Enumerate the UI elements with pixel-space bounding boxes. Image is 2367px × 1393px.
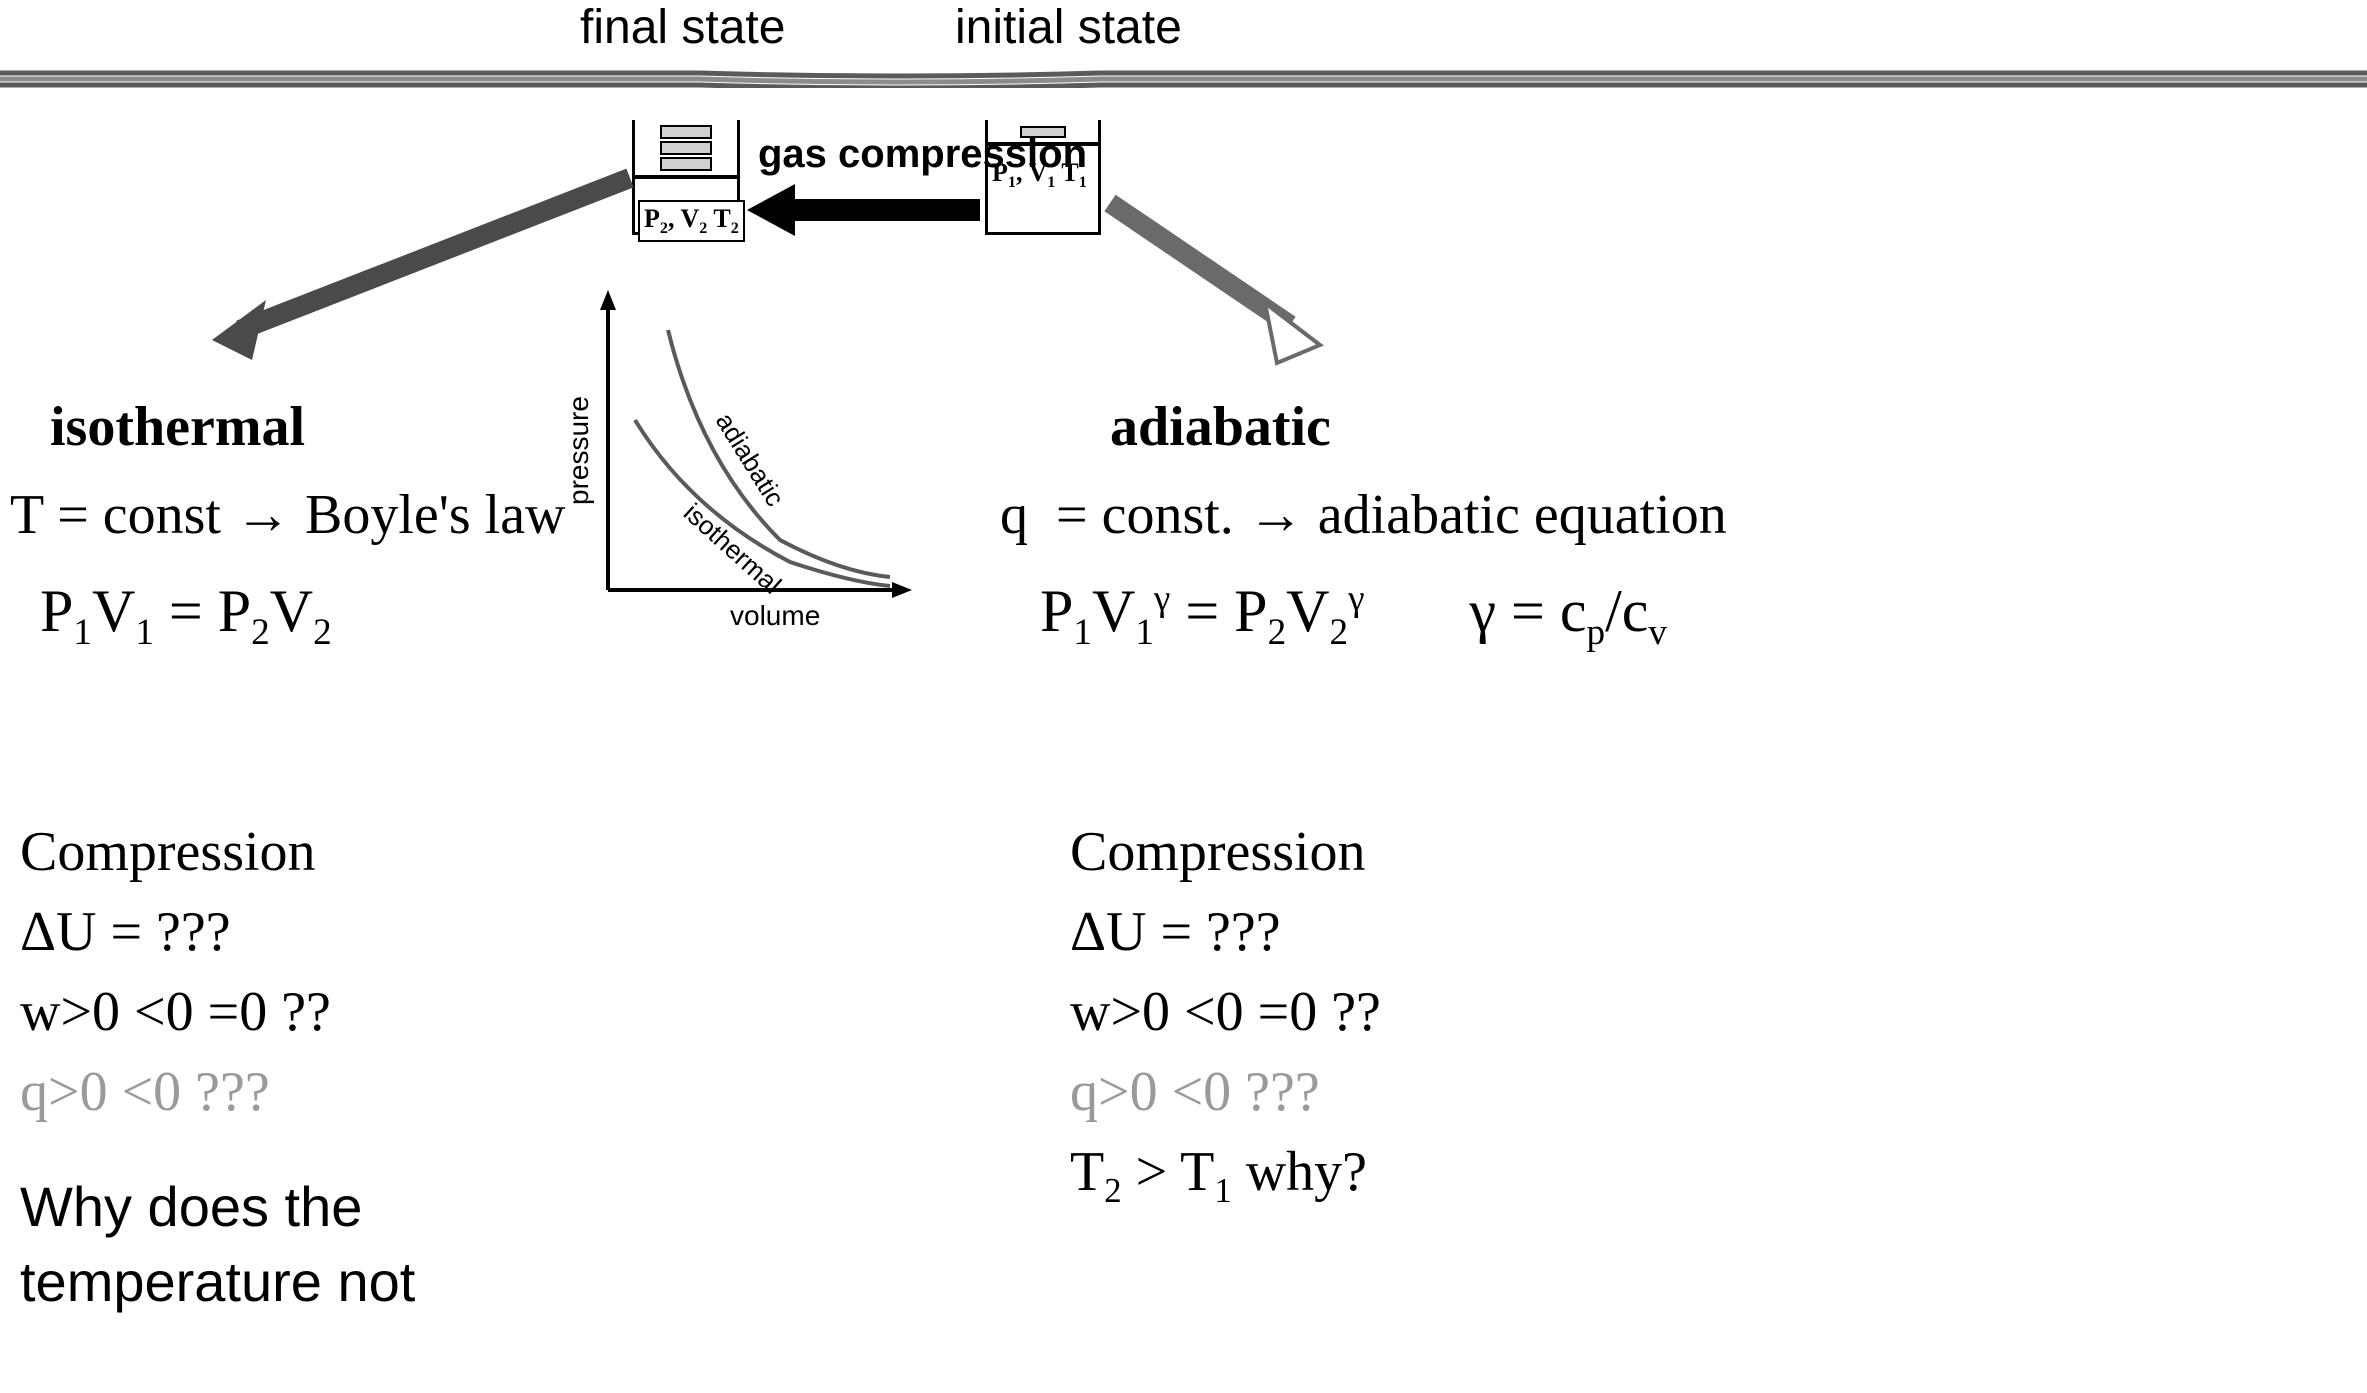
adiabatic-eq: P1V1γ = P2V2γ γ = cp/cv bbox=[1040, 577, 1727, 654]
diagram-root: final state initial state P2, V2 T2 P1, … bbox=[0, 0, 2367, 1393]
isothermal-questions: Compression ΔU = ??? w>0 <0 =0 ?? q>0 <0… bbox=[20, 820, 415, 1314]
isothermal-eq: P1V1 = P2V2 bbox=[40, 577, 566, 654]
isothermal-block: isothermal T = const → Boyle's law P1V1 … bbox=[10, 395, 566, 654]
label-initial-state: initial state bbox=[955, 0, 1182, 55]
isothermal-law: T = const → Boyle's law bbox=[10, 481, 566, 547]
adiabatic-law: q = const. → adiabatic equation bbox=[1000, 481, 1727, 547]
adiabatic-title: adiabatic bbox=[1110, 395, 1727, 459]
curve-adiabatic-label: adiabatic bbox=[710, 407, 791, 511]
divider-band bbox=[0, 70, 2367, 88]
pv-graph: adiabatic isothermal volume pressure bbox=[560, 290, 920, 630]
piston-final-label: P2, V2 T2 bbox=[638, 200, 745, 242]
isothermal-title: isothermal bbox=[50, 395, 566, 459]
ylabel: pressure bbox=[563, 396, 594, 505]
adiabatic-block: adiabatic q = const. → adiabatic equatio… bbox=[1040, 395, 1727, 654]
label-final-state: final state bbox=[580, 0, 785, 55]
compression-arrow bbox=[745, 180, 985, 240]
adiabatic-questions: Compression ΔU = ??? w>0 <0 =0 ?? q>0 <0… bbox=[1070, 820, 1381, 1211]
gas-compression-label: gas compression bbox=[758, 132, 1087, 177]
big-arrow-right bbox=[1095, 185, 1355, 375]
xlabel: volume bbox=[730, 600, 820, 630]
temp-why: T2 > T1 why? bbox=[1070, 1140, 1381, 1211]
curve-isothermal-label: isothermal bbox=[678, 497, 787, 600]
